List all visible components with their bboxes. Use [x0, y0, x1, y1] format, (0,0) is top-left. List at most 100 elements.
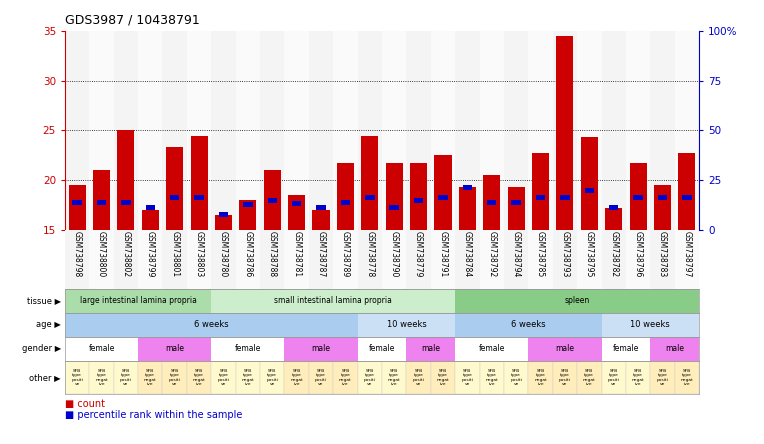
- Text: SFB
type
positi
ve: SFB type positi ve: [510, 369, 522, 386]
- Bar: [581, 137, 598, 230]
- Bar: [511, 200, 521, 205]
- Text: SFB
type
negat
ive: SFB type negat ive: [534, 369, 547, 386]
- Bar: [93, 170, 110, 230]
- Bar: [361, 136, 378, 230]
- Text: other ▶: other ▶: [30, 373, 61, 382]
- Bar: [529, 361, 552, 394]
- Bar: [114, 361, 138, 394]
- Text: GSM738785: GSM738785: [536, 231, 545, 277]
- Bar: [463, 186, 472, 190]
- Bar: [358, 361, 382, 394]
- Bar: [138, 337, 212, 361]
- Bar: [626, 361, 650, 394]
- Bar: [431, 31, 455, 230]
- Bar: [97, 200, 106, 205]
- Bar: [601, 361, 626, 394]
- Bar: [577, 230, 601, 289]
- Text: female: female: [89, 345, 115, 353]
- Bar: [309, 361, 333, 394]
- Text: female: female: [235, 345, 261, 353]
- Bar: [358, 230, 382, 289]
- Bar: [69, 185, 86, 230]
- Bar: [212, 230, 235, 289]
- Bar: [190, 136, 208, 230]
- Text: SFB
type
positi
ve: SFB type positi ve: [71, 369, 83, 386]
- Text: GSM738797: GSM738797: [682, 231, 691, 277]
- Bar: [386, 163, 403, 230]
- Bar: [243, 202, 253, 207]
- Bar: [577, 361, 601, 394]
- Text: GSM738792: GSM738792: [487, 231, 497, 277]
- Bar: [235, 230, 260, 289]
- Bar: [630, 163, 646, 230]
- Bar: [337, 163, 354, 230]
- Bar: [406, 337, 455, 361]
- Text: male: male: [165, 345, 184, 353]
- Text: 6 weeks: 6 weeks: [511, 321, 545, 329]
- Text: 10 weeks: 10 weeks: [387, 321, 426, 329]
- Bar: [312, 210, 329, 230]
- Text: GSM738783: GSM738783: [658, 231, 667, 277]
- Bar: [455, 313, 601, 337]
- Bar: [584, 188, 594, 193]
- Text: male: male: [312, 345, 331, 353]
- Bar: [626, 230, 650, 289]
- Bar: [333, 361, 358, 394]
- Bar: [212, 361, 235, 394]
- Bar: [138, 31, 163, 230]
- Bar: [89, 361, 114, 394]
- Text: SFB
type
negat
ive: SFB type negat ive: [193, 369, 206, 386]
- Bar: [675, 230, 699, 289]
- Bar: [284, 230, 309, 289]
- Text: SFB
type
positi
ve: SFB type positi ve: [364, 369, 376, 386]
- Bar: [532, 153, 549, 230]
- Text: SFB
type
negat
ive: SFB type negat ive: [485, 369, 498, 386]
- Bar: [239, 200, 257, 230]
- Bar: [487, 200, 497, 205]
- Text: age ▶: age ▶: [36, 321, 61, 329]
- Bar: [215, 215, 232, 230]
- Text: spleen: spleen: [565, 296, 590, 305]
- Bar: [406, 361, 431, 394]
- Bar: [89, 230, 114, 289]
- Bar: [118, 131, 134, 230]
- Text: GSM738787: GSM738787: [316, 231, 325, 277]
- Bar: [552, 31, 577, 230]
- Text: SFB
type
positi
ve: SFB type positi ve: [169, 369, 180, 386]
- Text: GSM738803: GSM738803: [195, 231, 203, 277]
- Bar: [480, 230, 504, 289]
- Bar: [455, 31, 480, 230]
- Text: SFB
type
negat
ive: SFB type negat ive: [436, 369, 449, 386]
- Text: female: female: [369, 345, 395, 353]
- Bar: [650, 361, 675, 394]
- Bar: [435, 155, 452, 230]
- Bar: [260, 361, 284, 394]
- Bar: [601, 31, 626, 230]
- Bar: [163, 361, 187, 394]
- Bar: [382, 361, 406, 394]
- Text: GDS3987 / 10438791: GDS3987 / 10438791: [65, 14, 199, 27]
- Text: SFB
type
positi
ve: SFB type positi ve: [656, 369, 668, 386]
- Text: GSM738793: GSM738793: [561, 231, 569, 277]
- Bar: [382, 230, 406, 289]
- Bar: [552, 361, 577, 394]
- Text: female: female: [613, 345, 639, 353]
- Text: male: male: [421, 345, 440, 353]
- Bar: [316, 205, 325, 210]
- Bar: [633, 195, 643, 200]
- Bar: [552, 230, 577, 289]
- Bar: [455, 361, 480, 394]
- Bar: [556, 36, 574, 230]
- Bar: [609, 205, 618, 210]
- Bar: [284, 337, 358, 361]
- Bar: [455, 230, 480, 289]
- Bar: [142, 210, 159, 230]
- Bar: [163, 230, 187, 289]
- Bar: [219, 212, 228, 217]
- Bar: [333, 31, 358, 230]
- Text: GSM738784: GSM738784: [463, 231, 472, 277]
- Bar: [455, 337, 529, 361]
- Bar: [212, 31, 235, 230]
- Bar: [333, 230, 358, 289]
- Text: GSM738788: GSM738788: [267, 231, 277, 277]
